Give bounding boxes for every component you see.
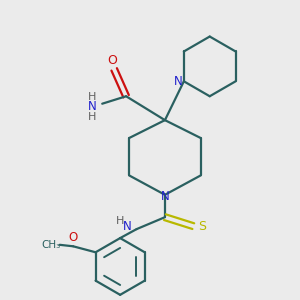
Text: CH₃: CH₃ (41, 240, 60, 250)
Text: N: N (174, 75, 183, 88)
Text: H: H (116, 216, 124, 226)
Text: O: O (108, 54, 118, 67)
Text: N: N (160, 190, 169, 203)
Text: N: N (87, 100, 96, 113)
Text: N: N (123, 220, 132, 232)
Text: H: H (88, 112, 96, 122)
Text: S: S (198, 220, 206, 232)
Text: H: H (88, 92, 96, 102)
Text: O: O (69, 231, 78, 244)
